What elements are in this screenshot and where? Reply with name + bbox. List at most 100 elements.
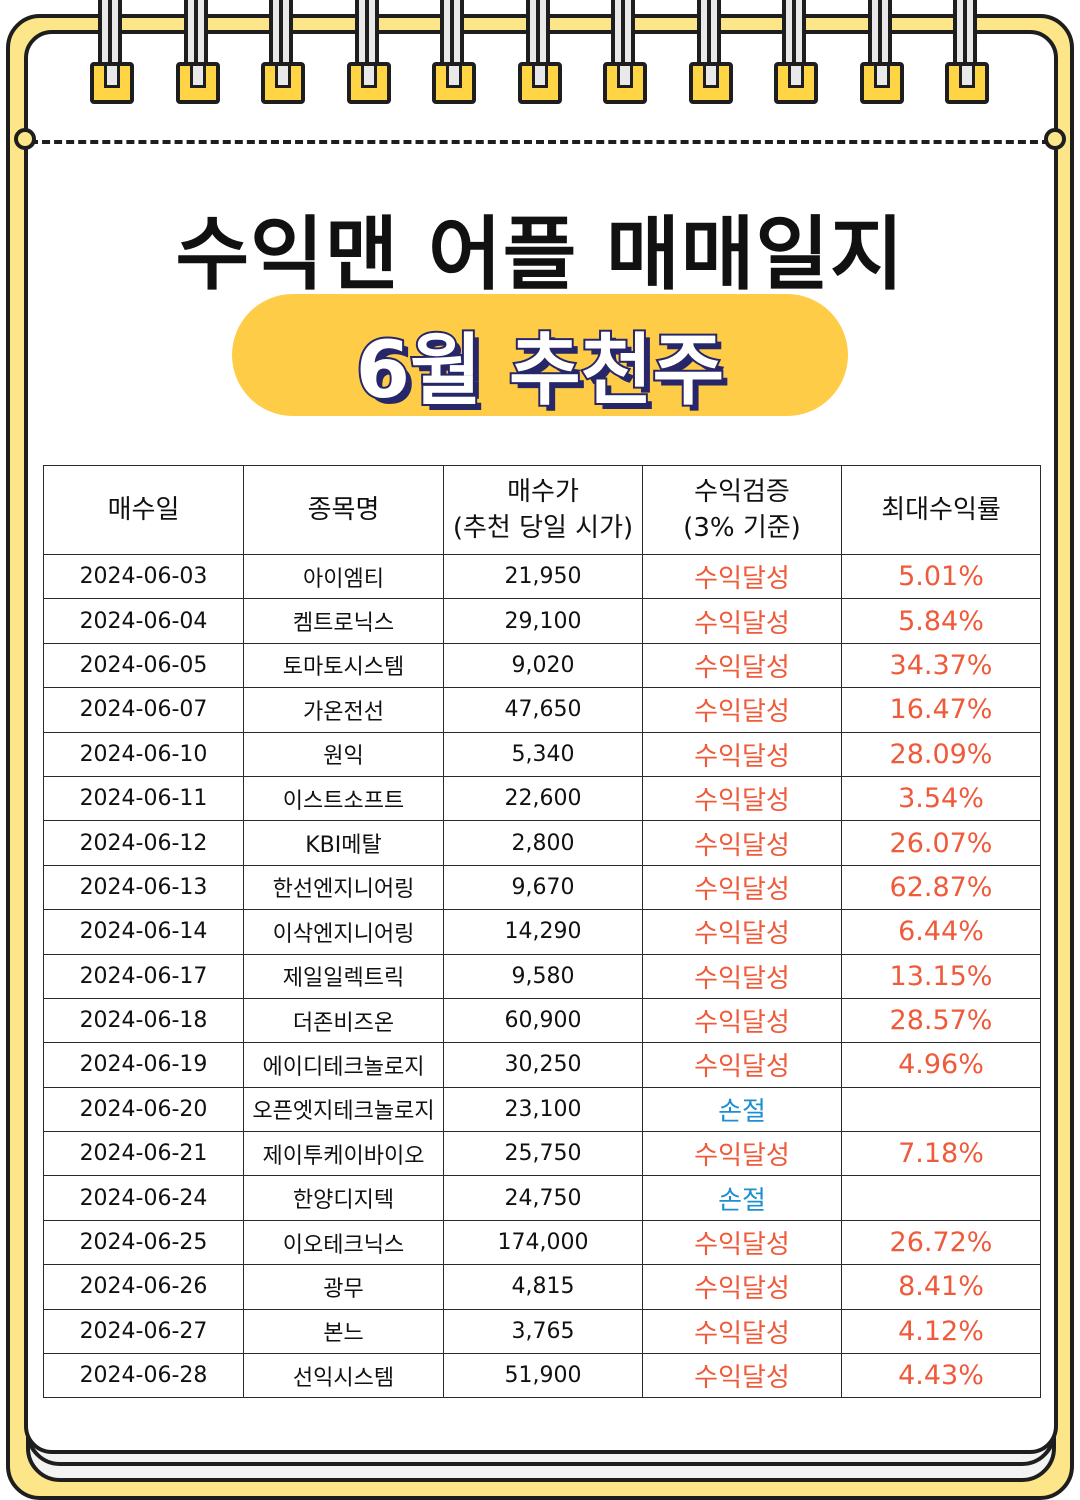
cell-stock-name: 더존비즈온 <box>243 997 444 1044</box>
cell-buy-price: 30,250 <box>443 1042 643 1088</box>
subtitle: 6월 추천주 <box>354 324 726 418</box>
cell-buy-price: 3,765 <box>443 1308 643 1355</box>
cell-buy-date: 2024-06-14 <box>43 909 244 955</box>
cell-buy-date: 2024-06-11 <box>43 775 244 822</box>
cell-buy-price: 14,290 <box>443 909 643 955</box>
table-row: 2024-06-27 본느 3,765 수익달성 4.12% <box>43 1308 1041 1355</box>
perforation-line <box>30 140 1050 144</box>
cell-stock-name: 한양디지텍 <box>243 1175 444 1221</box>
table-row: 2024-06-21 제이투케이바이오 25,750 수익달성 7.18% <box>43 1131 1041 1177</box>
cell-verification: 수익달성 <box>642 553 842 600</box>
cell-stock-name: KBI메탈 <box>243 820 444 866</box>
cell-stock-name: 선익시스템 <box>243 1353 444 1399</box>
table-row: 2024-06-14 이삭엔지니어링 14,290 수익달성 6.44% <box>43 909 1041 955</box>
cell-verification: 수익달성 <box>642 1131 842 1177</box>
cell-buy-price: 174,000 <box>443 1219 643 1266</box>
table-row: 2024-06-24 한양디지텍 24,750 손절 <box>43 1175 1041 1221</box>
cell-buy-price: 51,900 <box>443 1353 643 1399</box>
cell-stock-name: 광무 <box>243 1264 444 1310</box>
binding-ring <box>688 0 733 106</box>
binding-ring <box>346 0 391 106</box>
cell-stock-name: 제일일렉트릭 <box>243 953 444 999</box>
cell-buy-price: 4,815 <box>443 1264 643 1310</box>
cell-verification: 수익달성 <box>642 997 842 1044</box>
cell-max-return: 4.43% <box>841 1353 1041 1399</box>
cell-max-return: 5.01% <box>841 553 1041 600</box>
table-row: 2024-06-10 원익 5,340 수익달성 28.09% <box>43 731 1041 777</box>
table-row: 2024-06-18 더존비즈온 60,900 수익달성 28.57% <box>43 997 1041 1044</box>
cell-buy-price: 23,100 <box>443 1086 643 1133</box>
cell-buy-price: 5,340 <box>443 731 643 777</box>
header-buy-price: 매수가 (추천 당일 시가) <box>443 465 643 555</box>
cell-stock-name: 제이투케이바이오 <box>243 1131 444 1177</box>
cell-max-return: 62.87% <box>841 864 1041 911</box>
cell-verification: 수익달성 <box>642 1219 842 1266</box>
table-row: 2024-06-11 이스트소프트 22,600 수익달성 3.54% <box>43 775 1041 822</box>
cell-max-return: 28.09% <box>841 731 1041 777</box>
table-row: 2024-06-07 가온전선 47,650 수익달성 16.47% <box>43 687 1041 733</box>
cell-buy-price: 9,020 <box>443 642 643 689</box>
cell-buy-date: 2024-06-18 <box>43 997 244 1044</box>
cell-buy-price: 47,650 <box>443 687 643 733</box>
cell-max-return: 16.47% <box>841 687 1041 733</box>
cell-stock-name: 아이엠티 <box>243 553 444 600</box>
trade-journal-table: 매수일 종목명 매수가 (추천 당일 시가) 수익검증 (3% 기준) 최대수익… <box>43 465 1041 1399</box>
cell-buy-date: 2024-06-21 <box>43 1131 244 1177</box>
cell-stock-name: 토마토시스템 <box>243 642 444 689</box>
cell-max-return: 6.44% <box>841 909 1041 955</box>
page-title: 수익맨 어플 매매일지 <box>175 208 905 301</box>
cell-verification: 수익달성 <box>642 687 842 733</box>
binding-ring <box>774 0 818 106</box>
table-row: 2024-06-20 오픈엣지테크놀로지 23,100 손절 <box>43 1086 1041 1133</box>
cell-max-return: 34.37% <box>841 642 1041 689</box>
cell-stock-name: 이오테크닉스 <box>243 1219 444 1266</box>
table-row: 2024-06-25 이오테크닉스 174,000 수익달성 26.72% <box>43 1219 1041 1266</box>
header-stock-name: 종목명 <box>243 465 444 555</box>
binding-ring <box>517 0 562 106</box>
cell-buy-date: 2024-06-04 <box>43 598 244 644</box>
table-row: 2024-06-28 선익시스템 51,900 수익달성 4.43% <box>43 1353 1041 1399</box>
cell-verification: 수익달성 <box>642 909 842 955</box>
cell-buy-price: 60,900 <box>443 997 643 1044</box>
cell-stock-name: 가온전선 <box>243 687 444 733</box>
cell-verification: 수익달성 <box>642 1308 842 1355</box>
cell-stock-name: 이삭엔지니어링 <box>243 909 444 955</box>
cell-max-return: 3.54% <box>841 775 1041 822</box>
cell-verification: 수익달성 <box>642 775 842 822</box>
cell-max-return: 26.07% <box>841 820 1041 866</box>
cell-buy-date: 2024-06-03 <box>43 553 244 600</box>
cell-buy-date: 2024-06-28 <box>43 1353 244 1399</box>
subtitle-pill <box>232 294 848 416</box>
cell-verification: 수익달성 <box>642 1264 842 1310</box>
table-row: 2024-06-26 광무 4,815 수익달성 8.41% <box>43 1264 1041 1310</box>
table-row: 2024-06-17 제일일렉트릭 9,580 수익달성 13.15% <box>43 953 1041 999</box>
cell-max-return: 28.57% <box>841 997 1041 1044</box>
header-verification: 수익검증 (3% 기준) <box>642 465 842 555</box>
cell-max-return: 4.12% <box>841 1308 1041 1355</box>
cell-stock-name: 본느 <box>243 1308 444 1355</box>
cell-verification: 수익달성 <box>642 953 842 999</box>
cell-buy-date: 2024-06-05 <box>43 642 244 689</box>
binding-ring <box>603 0 647 106</box>
cell-stock-name: 에이디테크놀로지 <box>243 1042 444 1088</box>
cell-buy-date: 2024-06-19 <box>43 1042 244 1088</box>
cell-verification: 손절 <box>642 1175 842 1221</box>
cell-buy-date: 2024-06-07 <box>43 687 244 733</box>
cell-buy-price: 9,580 <box>443 953 643 999</box>
cell-max-return: 4.96% <box>841 1042 1041 1088</box>
cell-buy-date: 2024-06-20 <box>43 1086 244 1133</box>
cell-buy-date: 2024-06-13 <box>43 864 244 911</box>
cell-buy-date: 2024-06-25 <box>43 1219 244 1266</box>
header-max-return: 최대수익률 <box>841 465 1041 555</box>
cell-verification: 수익달성 <box>642 731 842 777</box>
cell-buy-date: 2024-06-24 <box>43 1175 244 1221</box>
cell-verification: 수익달성 <box>642 864 842 911</box>
cell-max-return: 7.18% <box>841 1131 1041 1177</box>
binding-ring <box>90 0 134 106</box>
table-row: 2024-06-04 켐트로닉스 29,100 수익달성 5.84% <box>43 598 1041 644</box>
cell-buy-date: 2024-06-12 <box>43 820 244 866</box>
table-row: 2024-06-13 한선엔지니어링 9,670 수익달성 62.87% <box>43 864 1041 911</box>
table-header-row: 매수일 종목명 매수가 (추천 당일 시가) 수익검증 (3% 기준) 최대수익… <box>43 465 1041 555</box>
perforation-dot-left <box>14 128 36 150</box>
cell-max-return <box>841 1086 1041 1133</box>
